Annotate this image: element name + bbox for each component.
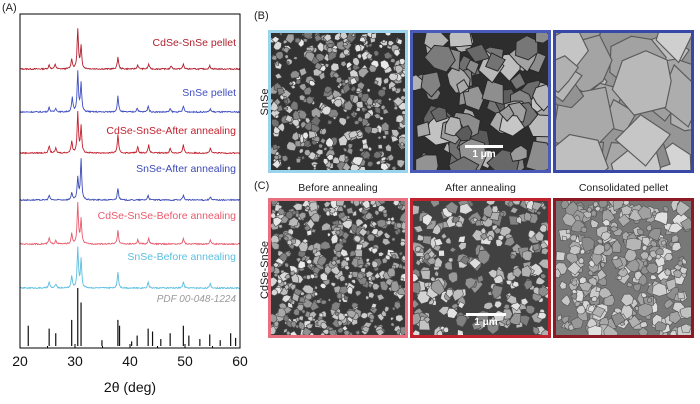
sem-cdse-snse-pellet: [553, 198, 694, 338]
xrd-series-label-2: CdSe-SnSe-After annealing: [106, 125, 236, 137]
panel-a-label: (A): [2, 2, 17, 14]
xrd-series-5: [19, 246, 241, 290]
x-tick-label-4: 60: [232, 353, 248, 369]
xrd-series-label-5: SnSe-Before annealing: [127, 251, 236, 263]
sem-snse-before: [268, 30, 408, 173]
panel-c-label: (C): [254, 180, 270, 192]
scale-bar-b: 1 μm: [459, 145, 509, 160]
xrd-series-4: [19, 201, 241, 246]
xrd-series-0: [19, 28, 241, 71]
column-label-pellet: Consolidated pellet: [578, 182, 669, 194]
sem-cdse-snse-before: [268, 198, 408, 338]
xrd-series-1: [19, 70, 241, 114]
xrd-series-2: [19, 110, 241, 155]
xrd-series-label-0: CdSe-SnSe pellet: [153, 37, 237, 49]
column-label-after: After annealing: [445, 182, 516, 194]
sem-snse-pellet: [553, 30, 694, 173]
xrd-series-label-4: CdSe-SnSe-Before annealing: [98, 210, 237, 222]
xrd-chart: CdSe-SnSe pellet SnSe pellet CdSe-SnSe-Aft…: [12, 13, 248, 395]
xrd-series-label-3: SnSe-After annealing: [136, 163, 236, 175]
sem-cdse-snse-after: 1 μm: [410, 198, 551, 338]
xrd-series-label-1: SnSe pellet: [182, 87, 236, 99]
xrd-series-3: [19, 158, 241, 202]
x-tick-label-3: 50: [177, 353, 193, 369]
panel-b-label: (B): [254, 10, 269, 22]
sem-snse-after: 1 μm: [410, 30, 551, 173]
column-label-before: Before annealing: [298, 182, 378, 194]
scale-bar-c: 1 μm: [461, 313, 511, 328]
x-tick-label-2: 40: [122, 353, 138, 369]
x-axis-label: 2θ (deg): [104, 379, 156, 395]
reference-label: PDF 00-048-1224: [157, 294, 237, 305]
x-tick-label-0: 20: [12, 353, 28, 369]
x-tick-label-1: 30: [67, 353, 83, 369]
